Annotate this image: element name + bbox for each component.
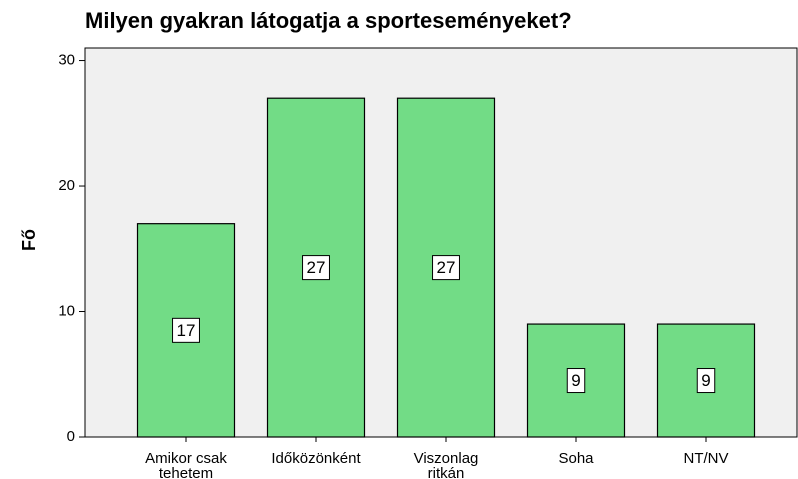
value-label-box — [172, 317, 200, 343]
y-tick-label: 0 — [67, 428, 75, 445]
x-tick-label: Viszonlag ritkán — [414, 450, 479, 479]
value-label: 27 — [307, 258, 326, 277]
value-label-box — [432, 255, 460, 281]
value-label: 9 — [571, 371, 580, 390]
chart-title: Milyen gyakran látogatja a sporteseménye… — [85, 8, 572, 33]
y-tick-label: 30 — [58, 52, 75, 69]
x-tick-label: Amikor csak tehetem — [145, 450, 227, 479]
value-label-box — [696, 368, 716, 394]
value-label: 17 — [177, 321, 196, 340]
x-tick-label: NT/NV — [684, 450, 729, 467]
y-tick-label: 20 — [58, 177, 75, 194]
x-tick-label: Időközönként — [271, 450, 361, 467]
value-label: 9 — [701, 371, 710, 390]
value-label-box — [566, 368, 586, 394]
value-label-box — [302, 255, 330, 281]
value-label: 27 — [437, 258, 456, 277]
y-tick-label: 10 — [58, 302, 75, 319]
x-tick-label: Soha — [558, 450, 594, 467]
y-axis-label: Fő — [19, 229, 39, 251]
